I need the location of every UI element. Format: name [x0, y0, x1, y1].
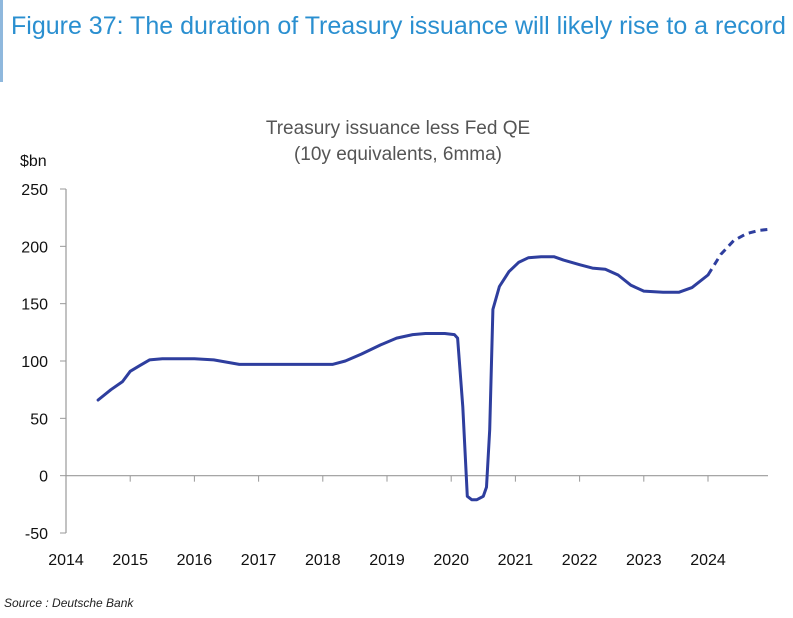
source-note: Source : Deutsche Bank — [4, 596, 134, 610]
figure-title: Figure 37: The duration of Treasury issu… — [11, 12, 786, 40]
y-tick-label: 50 — [30, 411, 48, 428]
x-tick-label: 2015 — [112, 552, 148, 569]
x-tick-label: 2014 — [48, 552, 84, 569]
x-tick-label: 2021 — [498, 552, 534, 569]
y-tick-label: -50 — [25, 526, 48, 543]
y-tick-label: 150 — [21, 297, 48, 314]
x-tick-label: 2019 — [369, 552, 405, 569]
y-tick-label: 250 — [21, 182, 48, 199]
y-tick-label: 200 — [21, 239, 48, 256]
y-tick-label: 0 — [39, 469, 48, 486]
projection-series-line — [706, 227, 773, 276]
figure-header: Figure 37: The duration of Treasury issu… — [0, 0, 789, 82]
x-tick-label: 2020 — [433, 552, 469, 569]
x-tick-label: 2024 — [690, 552, 726, 569]
x-tick-label: 2017 — [241, 552, 277, 569]
issuance-series-line — [96, 255, 710, 502]
x-tick-label: 2018 — [305, 552, 341, 569]
x-tick-label: 2022 — [562, 552, 598, 569]
x-tick-label: 2023 — [626, 552, 662, 569]
chart-title-line: (10y equivalents, 6mma) — [294, 144, 502, 165]
y-axis-unit-label: $bn — [20, 153, 47, 170]
chart-title-line: Treasury issuance less Fed QE — [266, 118, 530, 139]
y-tick-label: 100 — [21, 354, 48, 371]
x-tick-label: 2016 — [177, 552, 213, 569]
